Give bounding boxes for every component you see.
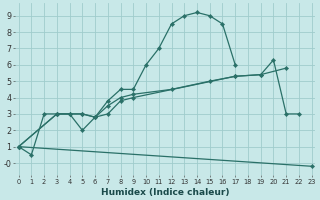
X-axis label: Humidex (Indice chaleur): Humidex (Indice chaleur) bbox=[101, 188, 229, 197]
